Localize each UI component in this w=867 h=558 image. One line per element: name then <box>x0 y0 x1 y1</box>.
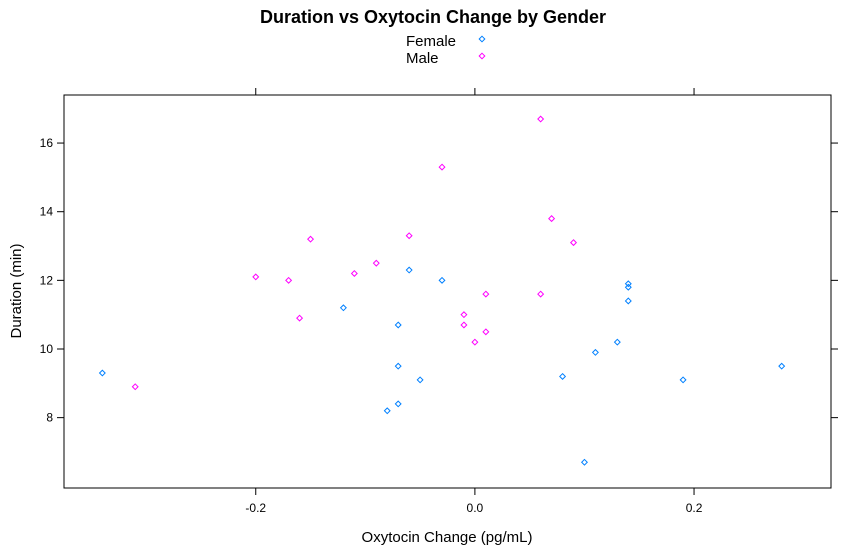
point-male <box>350 269 358 277</box>
y-tick-label: 14 <box>40 205 54 219</box>
point-male <box>548 215 556 223</box>
point-female <box>383 407 391 415</box>
legend-marker-female <box>478 35 486 43</box>
point-female <box>394 362 402 370</box>
point-female <box>624 297 632 305</box>
point-male <box>537 115 545 123</box>
point-female <box>559 372 567 380</box>
point-male <box>252 273 260 281</box>
y-axis-label: Duration (min) <box>8 243 25 338</box>
x-axis-label: Oxytocin Change (pg/mL) <box>362 529 533 546</box>
point-female <box>98 369 106 377</box>
point-female <box>624 283 632 291</box>
point-male <box>285 276 293 284</box>
x-tick-label: 0.2 <box>686 501 703 515</box>
point-female <box>679 376 687 384</box>
legend-marker-male <box>478 52 486 60</box>
point-male <box>307 235 315 243</box>
point-male <box>438 163 446 171</box>
point-male <box>131 383 139 391</box>
point-male <box>482 328 490 336</box>
y-tick-label: 12 <box>40 273 54 287</box>
point-male <box>537 290 545 298</box>
point-male <box>405 232 413 240</box>
x-tick-label: 0.0 <box>467 501 484 515</box>
point-male <box>460 311 468 319</box>
x-axis: -0.2 0.0 0.2 <box>245 88 703 515</box>
point-male <box>482 290 490 298</box>
x-tick-label: -0.2 <box>245 501 266 515</box>
point-female <box>591 348 599 356</box>
legend-label-male: Male <box>406 50 439 67</box>
y-axis: 8 10 12 14 16 <box>40 136 838 425</box>
plot-area-frame <box>63 94 832 489</box>
point-male <box>471 338 479 346</box>
point-male <box>296 314 304 322</box>
point-female <box>580 458 588 466</box>
chart-title: Duration vs Oxytocin Change by Gender <box>260 7 606 27</box>
point-male <box>460 321 468 329</box>
point-female <box>394 321 402 329</box>
point-female <box>778 362 786 370</box>
data-points <box>98 115 786 466</box>
point-male <box>372 259 380 267</box>
legend-label-female: Female <box>406 33 456 50</box>
point-female <box>339 304 347 312</box>
point-female <box>405 266 413 274</box>
point-male <box>569 239 578 247</box>
y-tick-label: 10 <box>40 342 54 356</box>
y-tick-label: 8 <box>46 411 53 425</box>
point-female <box>394 400 402 408</box>
y-tick-label: 16 <box>40 136 54 150</box>
point-female <box>624 280 632 288</box>
point-female <box>613 338 621 346</box>
point-female <box>438 276 446 284</box>
point-female <box>416 376 424 384</box>
